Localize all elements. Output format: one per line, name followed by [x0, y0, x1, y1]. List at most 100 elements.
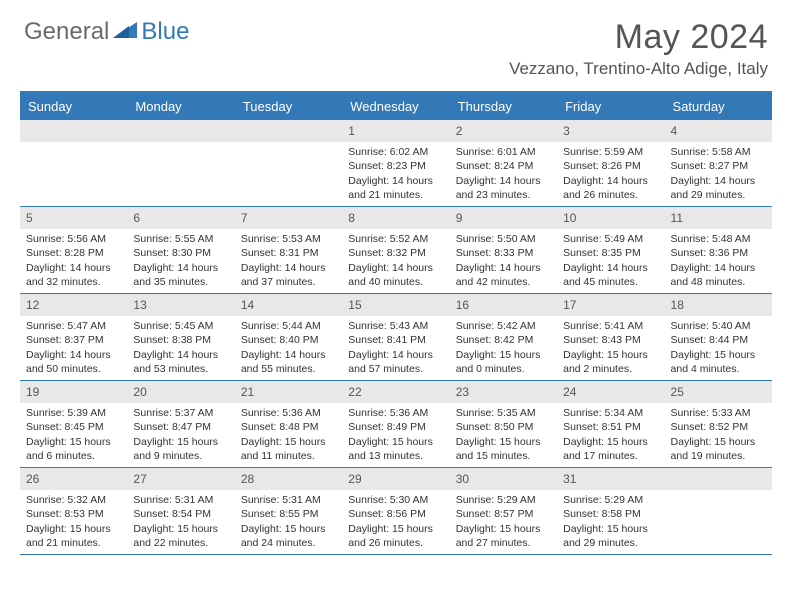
sunset-text: Sunset: 8:36 PM [671, 246, 766, 260]
day-number: 16 [450, 294, 557, 316]
day-number: 17 [557, 294, 664, 316]
day-body: Sunrise: 5:48 AMSunset: 8:36 PMDaylight:… [665, 232, 772, 289]
day-header-tuesday: Tuesday [235, 93, 342, 120]
day-cell [20, 120, 127, 206]
sunset-text: Sunset: 8:49 PM [348, 420, 443, 434]
day-body: Sunrise: 5:47 AMSunset: 8:37 PMDaylight:… [20, 319, 127, 376]
day-number: 1 [342, 120, 449, 142]
day-cell: 27Sunrise: 5:31 AMSunset: 8:54 PMDayligh… [127, 468, 234, 554]
day-number: 21 [235, 381, 342, 403]
week-row: 12 Sunrise: 5:47 AMSunset: 8:37 PMDayligh… [20, 294, 772, 381]
sunrise-text: Sunrise: 5:36 AM [348, 406, 443, 420]
day-number: 12 [20, 294, 127, 316]
day-cell: 2Sunrise: 6:01 AMSunset: 8:24 PMDaylight… [450, 120, 557, 206]
day-body: Sunrise: 5:32 AMSunset: 8:53 PMDaylight:… [20, 493, 127, 550]
calendar: SundayMondayTuesdayWednesdayThursdayFrid… [20, 91, 772, 555]
sunset-text: Sunset: 8:44 PM [671, 333, 766, 347]
sunset-text: Sunset: 8:47 PM [133, 420, 228, 434]
day-body: Sunrise: 5:43 AMSunset: 8:41 PMDaylight:… [342, 319, 449, 376]
week-row: 1Sunrise: 6:02 AMSunset: 8:23 PMDaylight… [20, 120, 772, 207]
day-number: 3 [557, 120, 664, 142]
day-number: 19 [20, 381, 127, 403]
day-cell: 16 Sunrise: 5:42 AMSunset: 8:42 PMDayligh… [450, 294, 557, 380]
sunrise-text: Sunrise: 5:58 AM [671, 145, 766, 159]
day-body: Sunrise: 5:59 AMSunset: 8:26 PMDaylight:… [557, 145, 664, 202]
sunset-text: Sunset: 8:56 PM [348, 507, 443, 521]
day-body: Sunrise: 5:31 AMSunset: 8:54 PMDaylight:… [127, 493, 234, 550]
sunrise-text: Sunrise: 5:30 AM [348, 493, 443, 507]
day-number: 15 [342, 294, 449, 316]
day-body: Sunrise: 5:40 AMSunset: 8:44 PMDaylight:… [665, 319, 772, 376]
day-header-thursday: Thursday [450, 93, 557, 120]
sunrise-text: Sunrise: 5:36 AM [241, 406, 336, 420]
location-text: Vezzano, Trentino-Alto Adige, Italy [509, 59, 768, 79]
day-cell: 6Sunrise: 5:55 AMSunset: 8:30 PMDaylight… [127, 207, 234, 293]
daylight-text: Daylight: 14 hours and 29 minutes. [671, 174, 766, 202]
day-cell: 26Sunrise: 5:32 AMSunset: 8:53 PMDayligh… [20, 468, 127, 554]
day-number: 14 [235, 294, 342, 316]
daylight-text: Daylight: 14 hours and 40 minutes. [348, 261, 443, 289]
day-cell: 29 Sunrise: 5:30 AMSunset: 8:56 PMDayligh… [342, 468, 449, 554]
sunrise-text: Sunrise: 5:29 AM [563, 493, 658, 507]
day-number: 18 [665, 294, 772, 316]
sunset-text: Sunset: 8:27 PM [671, 159, 766, 173]
sunrise-text: Sunrise: 5:50 AM [456, 232, 551, 246]
sunrise-text: Sunrise: 5:37 AM [133, 406, 228, 420]
sunset-text: Sunset: 8:28 PM [26, 246, 121, 260]
month-title: May 2024 [509, 18, 768, 57]
daylight-text: Daylight: 14 hours and 35 minutes. [133, 261, 228, 289]
sunset-text: Sunset: 8:43 PM [563, 333, 658, 347]
day-cell: 28Sunrise: 5:31 AMSunset: 8:55 PMDayligh… [235, 468, 342, 554]
sunset-text: Sunset: 8:32 PM [348, 246, 443, 260]
day-body: Sunrise: 5:44 AMSunset: 8:40 PMDaylight:… [235, 319, 342, 376]
sunset-text: Sunset: 8:58 PM [563, 507, 658, 521]
daylight-text: Daylight: 15 hours and 19 minutes. [671, 435, 766, 463]
day-body: Sunrise: 5:30 AMSunset: 8:56 PMDaylight:… [342, 493, 449, 550]
daylight-text: Daylight: 15 hours and 24 minutes. [241, 522, 336, 550]
day-cell: 1Sunrise: 6:02 AMSunset: 8:23 PMDaylight… [342, 120, 449, 206]
day-body: Sunrise: 5:39 AMSunset: 8:45 PMDaylight:… [20, 406, 127, 463]
logo-text-blue: Blue [141, 18, 189, 46]
sunset-text: Sunset: 8:33 PM [456, 246, 551, 260]
day-body: Sunrise: 5:35 AMSunset: 8:50 PMDaylight:… [450, 406, 557, 463]
daylight-text: Daylight: 14 hours and 26 minutes. [563, 174, 658, 202]
daylight-text: Daylight: 15 hours and 11 minutes. [241, 435, 336, 463]
day-number: 20 [127, 381, 234, 403]
empty-day-bar [665, 468, 772, 490]
sunset-text: Sunset: 8:50 PM [456, 420, 551, 434]
sunset-text: Sunset: 8:45 PM [26, 420, 121, 434]
daylight-text: Daylight: 15 hours and 15 minutes. [456, 435, 551, 463]
day-number: 23 [450, 381, 557, 403]
sunrise-text: Sunrise: 5:35 AM [456, 406, 551, 420]
sunrise-text: Sunrise: 5:56 AM [26, 232, 121, 246]
day-body: Sunrise: 5:42 AMSunset: 8:42 PMDaylight:… [450, 319, 557, 376]
daylight-text: Daylight: 15 hours and 13 minutes. [348, 435, 443, 463]
sunrise-text: Sunrise: 5:52 AM [348, 232, 443, 246]
daylight-text: Daylight: 14 hours and 57 minutes. [348, 348, 443, 376]
daylight-text: Daylight: 14 hours and 48 minutes. [671, 261, 766, 289]
sunrise-text: Sunrise: 5:39 AM [26, 406, 121, 420]
daylight-text: Daylight: 15 hours and 29 minutes. [563, 522, 658, 550]
sunrise-text: Sunrise: 5:31 AM [241, 493, 336, 507]
sunrise-text: Sunrise: 5:34 AM [563, 406, 658, 420]
day-number: 22 [342, 381, 449, 403]
day-number: 7 [235, 207, 342, 229]
daylight-text: Daylight: 14 hours and 32 minutes. [26, 261, 121, 289]
day-number: 29 [342, 468, 449, 490]
empty-day-bar [235, 120, 342, 142]
sunset-text: Sunset: 8:26 PM [563, 159, 658, 173]
empty-day-bar [127, 120, 234, 142]
day-number: 31 [557, 468, 664, 490]
day-cell [665, 468, 772, 554]
sunset-text: Sunset: 8:37 PM [26, 333, 121, 347]
daylight-text: Daylight: 15 hours and 9 minutes. [133, 435, 228, 463]
logo: General Blue [24, 18, 189, 46]
day-body: Sunrise: 5:45 AMSunset: 8:38 PMDaylight:… [127, 319, 234, 376]
day-body: Sunrise: 5:49 AMSunset: 8:35 PMDaylight:… [557, 232, 664, 289]
day-cell: 7Sunrise: 5:53 AMSunset: 8:31 PMDaylight… [235, 207, 342, 293]
day-cell: 9Sunrise: 5:50 AMSunset: 8:33 PMDaylight… [450, 207, 557, 293]
day-number: 8 [342, 207, 449, 229]
day-number: 30 [450, 468, 557, 490]
day-cell: 3 Sunrise: 5:59 AMSunset: 8:26 PMDaylight… [557, 120, 664, 206]
daylight-text: Daylight: 15 hours and 2 minutes. [563, 348, 658, 376]
